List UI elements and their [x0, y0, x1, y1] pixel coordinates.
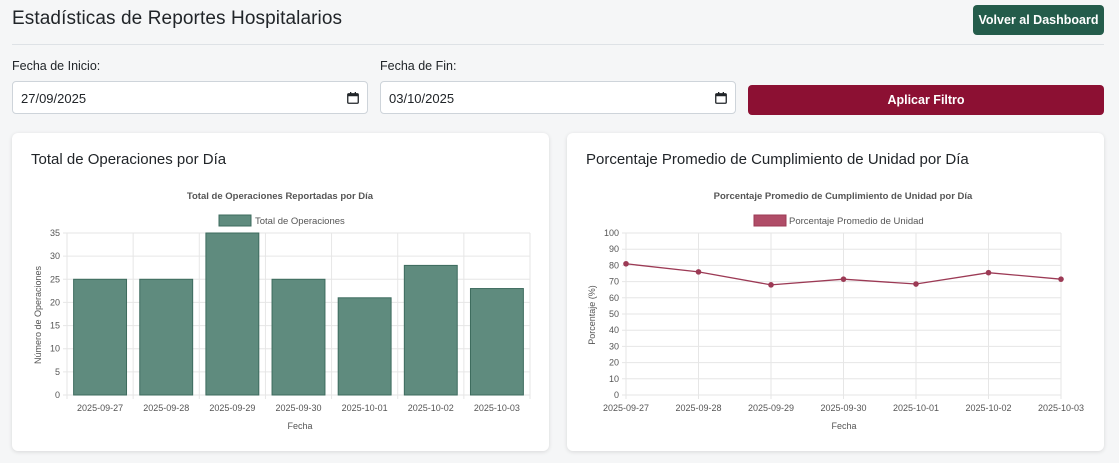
header-divider: [12, 44, 1104, 45]
bar-x-tick-label: 2025-09-29: [209, 403, 255, 413]
bar-2025-10-02[interactable]: [403, 264, 458, 396]
line-y-tick-label: 30: [609, 341, 619, 351]
bar-y-tick-label: 15: [50, 321, 60, 331]
bar-2025-09-30[interactable]: [271, 278, 326, 396]
line-x-tick-label: 2025-09-29: [748, 403, 794, 413]
line-x-tick-label: 2025-09-28: [675, 403, 721, 413]
operations-card: Total de Operaciones por Día Total de Op…: [12, 133, 549, 451]
line-x-tick-label: 2025-09-30: [820, 403, 866, 413]
compliance-card-title: Porcentaje Promedio de Cumplimiento de U…: [586, 151, 969, 168]
bar-y-tick-label: 30: [50, 251, 60, 261]
calendar-icon[interactable]: [347, 92, 359, 104]
end-date-input[interactable]: 03/10/2025: [380, 81, 736, 114]
operations-card-title: Total de Operaciones por Día: [31, 151, 227, 168]
line-point-2025-09-27[interactable]: [623, 260, 629, 267]
bar-x-tick-label: 2025-10-03: [474, 403, 520, 413]
bar-2025-10-03[interactable]: [469, 288, 524, 396]
bar-y-axis-label: Número de Operaciones: [33, 265, 43, 364]
bar-y-tick-label: 0: [55, 390, 60, 400]
line-legend-label: Porcentaje Promedio de Unidad: [789, 216, 924, 227]
line-y-tick-label: 50: [609, 309, 619, 319]
line-y-tick-label: 20: [609, 358, 619, 368]
bar-2025-10-01[interactable]: [337, 297, 392, 396]
bar-y-tick-label: 5: [55, 367, 60, 377]
line-y-tick-label: 80: [609, 260, 619, 270]
bar-2025-09-28[interactable]: [139, 278, 194, 396]
line-legend-swatch: [753, 214, 787, 227]
bar-legend-label: Total de Operaciones: [255, 216, 345, 227]
line-point-2025-09-29[interactable]: [768, 282, 774, 288]
back-to-dashboard-button[interactable]: Volver al Dashboard: [973, 5, 1104, 35]
line-point-2025-09-28[interactable]: [695, 269, 702, 275]
bar-legend-swatch: [218, 214, 252, 227]
bar-y-tick-label: 20: [50, 297, 60, 307]
bar-y-tick-label: 10: [50, 344, 60, 354]
bar-y-tick-label: 35: [50, 228, 60, 238]
bar-x-tick-label: 2025-09-27: [77, 403, 123, 413]
line-y-axis-label: Porcentaje (%): [587, 285, 597, 345]
line-y-tick-label: 10: [609, 374, 619, 384]
line-x-tick-label: 2025-10-03: [1038, 403, 1084, 413]
bar-2025-09-29[interactable]: [205, 232, 260, 396]
bar-2025-09-27[interactable]: [73, 278, 128, 396]
operations-bar-chart: Total de Operaciones Reportadas por Día …: [33, 191, 531, 431]
compliance-card: Porcentaje Promedio de Cumplimiento de U…: [567, 133, 1104, 451]
bar-x-tick-label: 2025-09-30: [275, 403, 321, 413]
bar-x-tick-label: 2025-10-02: [408, 403, 454, 413]
line-x-tick-label: 2025-10-01: [893, 403, 939, 413]
end-date-value: 03/10/2025: [389, 91, 455, 106]
page-header: Estadísticas de Reportes Hospitalarios V…: [0, 0, 1119, 45]
line-y-tick-label: 100: [604, 228, 619, 238]
start-date-value: 27/09/2025: [21, 91, 87, 106]
line-x-tick-label: 2025-09-27: [603, 403, 649, 413]
bar-x-axis-label: Fecha: [287, 421, 312, 431]
bar-chart-title: Total de Operaciones Reportadas por Día: [187, 191, 374, 202]
end-date-label: Fecha de Fin:: [380, 59, 457, 73]
calendar-icon[interactable]: [715, 92, 727, 104]
apply-filter-button[interactable]: Aplicar Filtro: [748, 85, 1104, 115]
line-x-axis-label: Fecha: [831, 421, 856, 431]
line-y-tick-label: 40: [609, 325, 619, 335]
line-point-2025-10-01[interactable]: [913, 281, 919, 287]
line-point-2025-09-30[interactable]: [840, 276, 847, 282]
line-chart-title: Porcentaje Promedio de Cumplimiento de U…: [714, 191, 973, 202]
compliance-line-chart: Porcentaje Promedio de Cumplimiento de U…: [587, 191, 1084, 431]
line-y-tick-label: 70: [609, 277, 619, 287]
line-y-tick-label: 90: [609, 244, 619, 254]
bar-x-tick-label: 2025-10-01: [342, 403, 388, 413]
page-title: Estadísticas de Reportes Hospitalarios: [12, 8, 343, 29]
line-y-tick-label: 60: [609, 293, 619, 303]
line-point-2025-10-03[interactable]: [1058, 276, 1064, 282]
bar-x-tick-label: 2025-09-28: [143, 403, 189, 413]
start-date-input[interactable]: 27/09/2025: [12, 81, 368, 114]
line-x-tick-label: 2025-10-02: [965, 403, 1011, 413]
start-date-label: Fecha de Inicio:: [12, 59, 101, 73]
line-y-tick-label: 0: [614, 390, 619, 400]
line-point-2025-10-02[interactable]: [985, 269, 992, 276]
bar-y-tick-label: 25: [50, 274, 60, 284]
